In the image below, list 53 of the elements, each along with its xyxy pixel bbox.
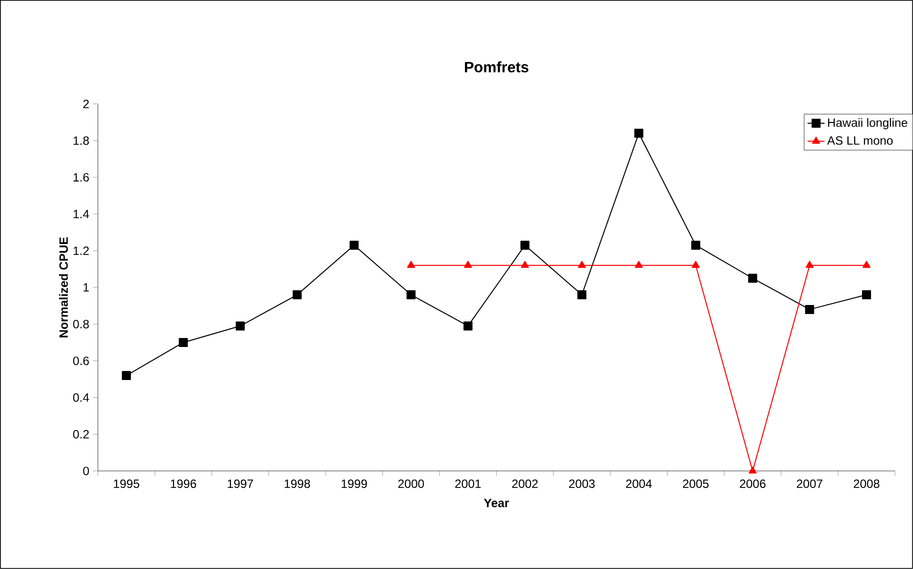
y-tick-label: 2 — [83, 100, 89, 108]
y-tick-label: 0.4 — [73, 393, 90, 402]
x-tick-label: 2003 — [569, 480, 595, 488]
point — [862, 260, 871, 268]
x-tick-label: 2005 — [682, 480, 709, 488]
chart-title: Pomfrets — [464, 61, 528, 72]
y-tick-label: 1.8 — [74, 136, 89, 145]
y-tick-label: 0.2 — [73, 430, 89, 439]
point — [464, 260, 472, 268]
y-tick-label: 0 — [83, 466, 89, 476]
y-tick-label: 1.2 — [74, 246, 89, 255]
point — [748, 274, 758, 283]
x-axis-title: Year — [484, 498, 509, 508]
point — [406, 290, 416, 300]
point — [292, 290, 302, 300]
point — [350, 240, 359, 250]
point — [178, 338, 188, 348]
point — [862, 290, 872, 300]
point — [805, 305, 814, 314]
point — [634, 260, 643, 268]
point — [578, 260, 586, 268]
y-tick-label: 1.6 — [74, 173, 89, 182]
point — [634, 128, 644, 138]
x-tick-label: 1995 — [114, 480, 140, 488]
point — [691, 240, 700, 250]
point — [520, 240, 530, 250]
x-tick-label: 1999 — [342, 480, 367, 488]
y-tick-label: 1 — [84, 283, 89, 292]
point — [806, 260, 814, 268]
y-axis-title: Normalized CPUE — [59, 237, 68, 338]
point — [407, 260, 416, 268]
x-tick-label: 2006 — [740, 480, 766, 488]
y-tick-label: 1.4 — [74, 210, 90, 218]
x-tick-label: 2004 — [626, 480, 652, 488]
y-tick-label: 0.8 — [73, 320, 89, 328]
point — [520, 260, 529, 268]
point — [236, 322, 245, 331]
x-tick-label: 1996 — [170, 480, 196, 488]
x-tick-label: 1997 — [228, 480, 253, 488]
legend-label: AS LL mono — [827, 136, 893, 145]
point — [692, 260, 700, 268]
point — [463, 322, 472, 331]
x-tick-label: 2002 — [512, 480, 538, 488]
y-tick-label: 0.6 — [73, 356, 89, 366]
point — [122, 371, 131, 380]
x-tick-label: 2007 — [796, 480, 822, 488]
x-tick-label: 2000 — [398, 480, 424, 488]
x-tick-label: 2001 — [455, 480, 481, 488]
x-tick-label: 2008 — [854, 480, 880, 488]
point — [577, 290, 586, 300]
x-tick-label: 1998 — [284, 480, 310, 488]
point — [748, 466, 757, 474]
legend-label: Hawaii longline — [828, 118, 908, 130]
